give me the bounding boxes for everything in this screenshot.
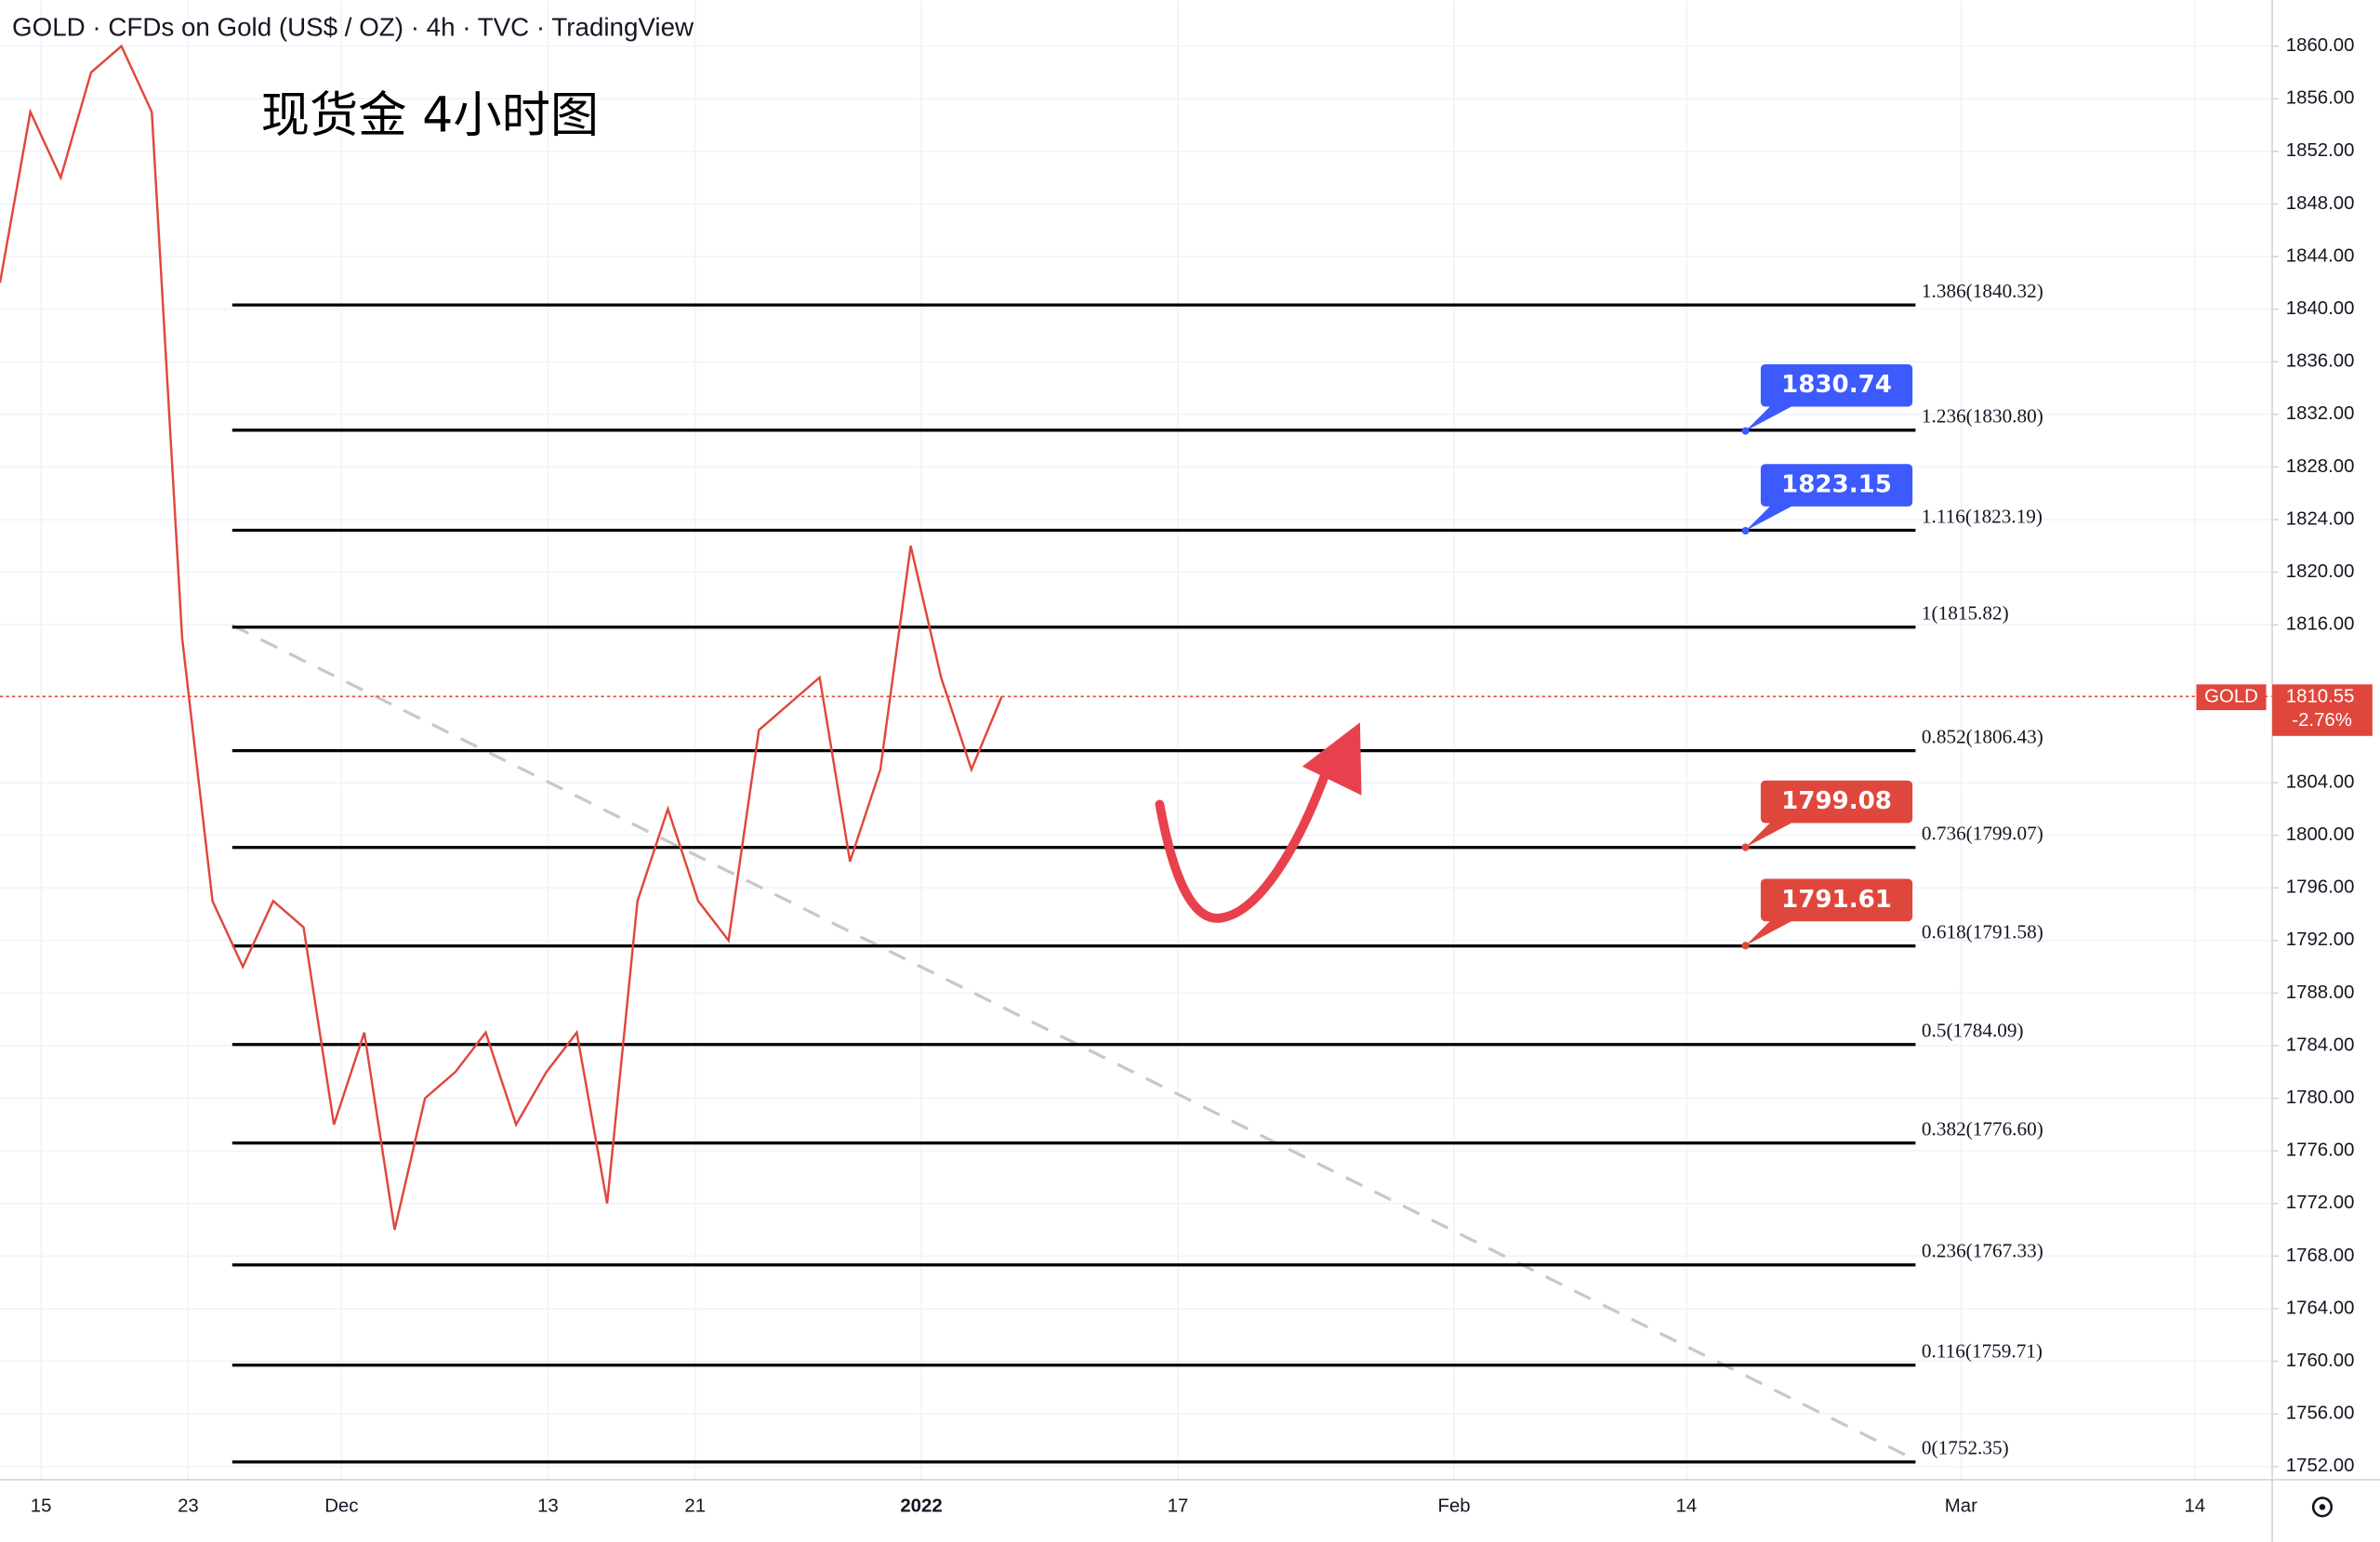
x-tick-label: Mar: [1945, 1496, 1977, 1517]
price-tag: 1810.55: [2286, 687, 2355, 707]
callout-anchor: [1741, 942, 1750, 950]
fib-label: 1.386(1840.32): [1922, 280, 2043, 302]
fib-label: 0.236(1767.33): [1922, 1240, 2043, 1262]
price-tag-bg: [2272, 684, 2373, 736]
y-tick-label: 1780.00: [2286, 1087, 2355, 1108]
callout-pointer: [1745, 503, 1798, 532]
trend-line: [231, 624, 1917, 1462]
y-tick-label: 1856.00: [2286, 88, 2355, 109]
arrow-path: [1155, 761, 1333, 923]
y-tick-label: 1792.00: [2286, 929, 2355, 950]
callout-box: [1760, 363, 1913, 407]
y-tick-label: 1820.00: [2286, 561, 2355, 582]
fib-label: 0.852(1806.43): [1922, 725, 2043, 747]
y-tick-label: 1764.00: [2286, 1298, 2355, 1318]
callout-label: 1791.61: [1781, 886, 1892, 914]
annotation: 现货金 4小时图: [261, 87, 599, 143]
arrow-head: [1302, 722, 1362, 796]
settings-gear-center[interactable]: [2319, 1504, 2326, 1510]
callout-pointer: [1745, 917, 1798, 946]
y-tick-label: 1860.00: [2286, 35, 2355, 56]
fib-label: 0.116(1759.71): [1922, 1340, 2043, 1363]
callout-pointer: [1745, 820, 1798, 848]
chart-title: GOLD · CFDs on Gold (US$ / OZ) · 4h · TV…: [12, 12, 694, 41]
plot: 1.386(1840.32) 1.236(1830.80) 1.116(1823.1…: [0, 44, 2273, 1464]
callout-anchor: [1741, 526, 1750, 535]
fib-label: 0(1752.35): [1922, 1437, 2009, 1459]
y-tick-label: 1816.00: [2286, 614, 2355, 635]
x-tick-label: 23: [178, 1496, 199, 1517]
y-tick-label: 1788.00: [2286, 982, 2355, 1003]
callout-pointer: [1745, 403, 1798, 431]
y-tick-label: 1756.00: [2286, 1404, 2355, 1424]
x-tick-label: 13: [537, 1496, 559, 1517]
fib-label: 1.236(1830.80): [1922, 405, 2043, 428]
y-tick-label: 1776.00: [2286, 1140, 2355, 1161]
y-tick-label: 1796.00: [2286, 877, 2355, 898]
callout-label: 1823.15: [1781, 471, 1892, 499]
y-tick-label: 1840.00: [2286, 298, 2355, 319]
fib-label: 0.618(1791.58): [1922, 921, 2043, 943]
fib-label: 0.736(1799.07): [1922, 823, 2043, 845]
settings-gear[interactable]: [2311, 1496, 2334, 1518]
y-tick-label: 1768.00: [2286, 1245, 2355, 1266]
y-tick-label: 1832.00: [2286, 403, 2355, 424]
y-tick-label: 1800.00: [2286, 824, 2355, 845]
price-line: [0, 44, 1003, 1231]
x-tick-label: Dec: [324, 1496, 358, 1517]
callout-label: 1799.08: [1781, 787, 1892, 815]
x-tick-label: Feb: [1438, 1496, 1471, 1517]
y-tick-label: 1852.00: [2286, 140, 2355, 161]
y-tick-label: 1752.00: [2286, 1456, 2355, 1476]
change-tag: -2.76%: [2292, 710, 2352, 731]
callout-anchor: [1741, 843, 1750, 851]
y-tick-label: 1784.00: [2286, 1035, 2355, 1055]
x-tick-label: 14: [1676, 1496, 1698, 1517]
y-tick-label: 1824.00: [2286, 508, 2355, 529]
callout-box: [1760, 780, 1913, 824]
callout-box: [1760, 878, 1913, 922]
symbol-tag-bg: [2196, 684, 2267, 711]
callout-anchor: [1741, 427, 1750, 435]
y-tick-label: 1844.00: [2286, 245, 2355, 266]
x-tick-label: 14: [2184, 1496, 2205, 1517]
fib-label: 1(1815.82): [1922, 602, 2009, 625]
fib-label: 0.382(1776.60): [1922, 1118, 2043, 1140]
y-tick-label: 1848.00: [2286, 193, 2355, 214]
fib-label: 1.116(1823.19): [1922, 505, 2043, 527]
y-tick-label: 1804.00: [2286, 771, 2355, 792]
y-tick-label: 1836.00: [2286, 351, 2355, 372]
fib-label: 0.5(1784.09): [1922, 1020, 2024, 1042]
y-tick-label: 1828.00: [2286, 456, 2355, 477]
symbol-tag: GOLD: [2204, 687, 2258, 707]
x-tick-label: 15: [31, 1496, 52, 1517]
y-tick-label: 1772.00: [2286, 1193, 2355, 1213]
x-tick-label: 2022: [900, 1496, 942, 1517]
x-tick-label: 17: [1168, 1496, 1189, 1517]
settings-icon[interactable]: [2311, 1496, 2334, 1518]
callout-box: [1760, 464, 1913, 507]
x-tick-label: 21: [684, 1496, 706, 1517]
y-tick-label: 1760.00: [2286, 1351, 2355, 1371]
callout-label: 1830.74: [1781, 371, 1892, 399]
